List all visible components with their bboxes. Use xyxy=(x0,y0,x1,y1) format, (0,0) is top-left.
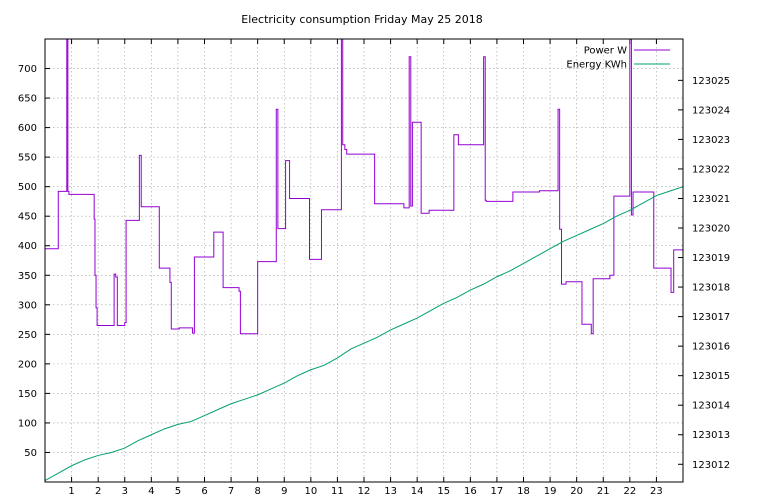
x-tick-label: 13 xyxy=(384,486,397,497)
x-tick-label: 1 xyxy=(68,486,74,497)
y2-tick-label: 123018 xyxy=(692,283,730,294)
y-tick-label: 500 xyxy=(18,182,37,193)
legend-label-1: Energy KWh xyxy=(566,60,627,71)
y-tick-label: 650 xyxy=(18,94,37,105)
x-tick-label: 4 xyxy=(148,486,154,497)
y2-tick-label: 123022 xyxy=(692,164,730,175)
x-tick-label: 7 xyxy=(228,486,234,497)
y-tick-label: 50 xyxy=(24,448,37,459)
y-tick-label: 550 xyxy=(18,153,37,164)
x-tick-label: 23 xyxy=(650,486,663,497)
x-tick-label: 15 xyxy=(437,486,450,497)
x-tick-label: 12 xyxy=(358,486,371,497)
y-tick-label: 450 xyxy=(18,212,37,223)
x-axis-ticks: 1 2 3 4 5 6 7 8 9 10 11 12 13 14 15 16 17 18 19 20 21 22 23 xyxy=(68,39,663,497)
y-tick-label: 300 xyxy=(18,300,37,311)
x-tick-label: 14 xyxy=(411,486,424,497)
y-tick-label: 100 xyxy=(18,418,37,429)
x-tick-label: 9 xyxy=(281,486,287,497)
y-tick-label: 400 xyxy=(18,241,37,252)
y2-tick-label: 123020 xyxy=(692,224,730,235)
x-tick-label: 10 xyxy=(304,486,317,497)
y-axis-ticks: 50 100 150 200 250 300 350 400 450 500 550 600 650 70… xyxy=(18,64,50,459)
chart-title: Electricity consumption Friday May 25 20… xyxy=(241,13,482,26)
y2-tick-label: 123014 xyxy=(692,401,730,412)
legend-label-0: Power W xyxy=(584,46,627,57)
x-tick-label: 6 xyxy=(201,486,207,497)
y2-tick-label: 123012 xyxy=(692,460,730,471)
y2-tick-label: 123013 xyxy=(692,430,730,441)
series-line-0 xyxy=(45,39,683,335)
y-tick-label: 350 xyxy=(18,271,37,282)
y2-tick-label: 123025 xyxy=(692,76,730,87)
y2-axis-ticks: 123012 123013 123014 123015 123016 123017 1230… xyxy=(678,76,730,471)
x-tick-label: 22 xyxy=(623,486,636,497)
y-tick-label: 600 xyxy=(18,123,37,134)
x-tick-label: 8 xyxy=(254,486,260,497)
x-tick-label: 20 xyxy=(570,486,583,497)
y2-tick-label: 123017 xyxy=(692,312,730,323)
y-tick-label: 250 xyxy=(18,330,37,341)
y2-tick-label: 123016 xyxy=(692,342,730,353)
y2-tick-label: 123021 xyxy=(692,194,730,205)
x-tick-label: 19 xyxy=(544,486,557,497)
y2-tick-label: 123024 xyxy=(692,105,730,116)
plot-frame xyxy=(44,38,684,483)
x-tick-label: 16 xyxy=(464,486,477,497)
legend: Power W Energy KWh xyxy=(566,46,670,71)
y-tick-label: 150 xyxy=(18,389,37,400)
y2-tick-label: 123023 xyxy=(692,135,730,146)
x-tick-label: 17 xyxy=(491,486,504,497)
x-tick-label: 3 xyxy=(122,486,128,497)
y2-tick-label: 123015 xyxy=(692,371,730,382)
y-tick-label: 700 xyxy=(18,64,37,75)
series-lines xyxy=(45,39,683,481)
x-tick-label: 18 xyxy=(517,486,530,497)
series-line-1 xyxy=(45,186,683,481)
x-tick-label: 11 xyxy=(331,486,344,497)
x-tick-label: 21 xyxy=(597,486,610,497)
y-tick-label: 200 xyxy=(18,359,37,370)
x-tick-label: 2 xyxy=(95,486,101,497)
grid xyxy=(45,39,683,482)
x-tick-label: 5 xyxy=(175,486,181,497)
y2-tick-label: 123019 xyxy=(692,253,730,264)
